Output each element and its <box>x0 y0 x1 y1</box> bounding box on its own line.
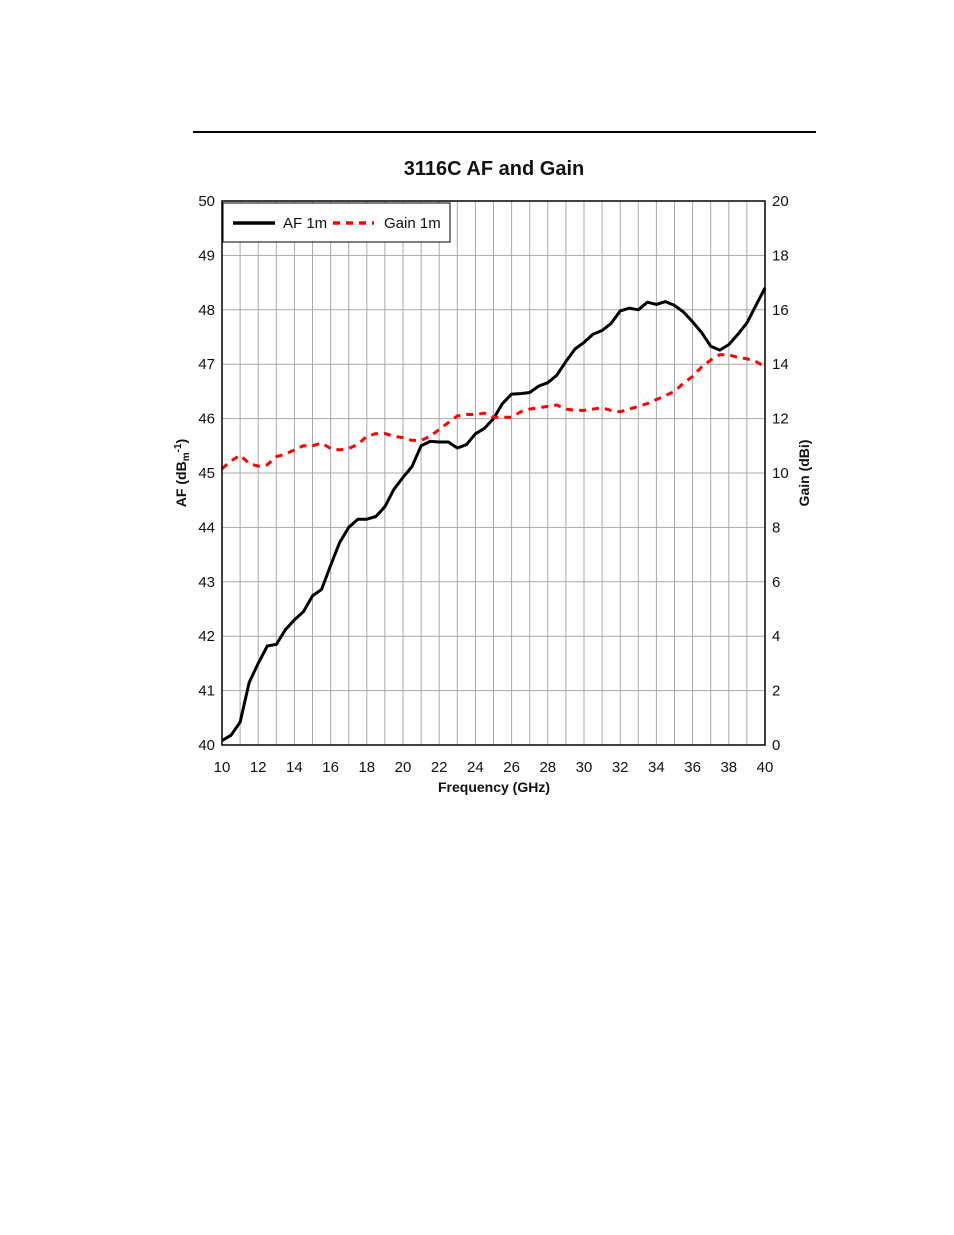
header-rule <box>193 131 816 133</box>
y-left-label-main: AF (dB <box>173 461 189 507</box>
y-right-tick-label: 6 <box>772 574 780 591</box>
y-left-tick-labels: 40 41 42 43 44 45 46 47 48 49 50 <box>198 193 215 754</box>
legend: AF 1m Gain 1m <box>222 202 451 243</box>
x-tick-label: 10 <box>214 759 231 776</box>
legend-label-af: AF 1m <box>283 215 327 232</box>
y-right-tick-label: 14 <box>772 356 789 373</box>
y-left-tick-label: 50 <box>198 193 215 210</box>
y-right-tick-label: 8 <box>772 519 780 536</box>
y-left-tick-label: 47 <box>198 356 215 373</box>
series-line-gain <box>221 353 766 471</box>
chart-title: 3116C AF and Gain <box>404 158 584 180</box>
chart-grid <box>222 201 765 745</box>
x-tick-label: 32 <box>612 759 629 776</box>
x-axis-label: Frequency (GHz) <box>438 779 550 795</box>
x-tick-label: 12 <box>250 759 267 776</box>
y-left-tick-label: 49 <box>198 247 215 264</box>
y-right-tick-labels: 0 2 4 6 8 10 12 14 16 18 20 <box>772 193 789 754</box>
y-left-tick-label: 44 <box>198 519 215 536</box>
x-tick-label: 40 <box>757 759 774 776</box>
y-right-tick-label: 10 <box>772 465 789 482</box>
legend-label-gain: Gain 1m <box>384 215 441 232</box>
y-left-label-sub: m <box>181 452 192 461</box>
y-right-tick-label: 0 <box>772 737 780 754</box>
x-tick-label: 30 <box>576 759 593 776</box>
x-tick-label: 20 <box>395 759 412 776</box>
y-left-tick-label: 46 <box>198 411 215 428</box>
y-right-tick-label: 2 <box>772 683 780 700</box>
y-left-tick-label: 45 <box>198 465 215 482</box>
y-left-label-sup: -1 <box>173 443 184 452</box>
series-layer <box>221 287 767 742</box>
x-tick-label: 36 <box>684 759 701 776</box>
x-tick-label: 38 <box>720 759 737 776</box>
y-left-tick-label: 43 <box>198 574 215 591</box>
y-right-tick-label: 4 <box>772 628 780 645</box>
x-tick-labels: 10 12 14 16 18 20 22 24 26 28 30 32 34 36 38 40 <box>214 759 774 776</box>
x-tick-label: 22 <box>431 759 448 776</box>
y-right-axis-label: Gain (dBi) <box>796 440 812 507</box>
y-left-tick-label: 40 <box>198 737 215 754</box>
y-right-tick-label: 12 <box>772 411 789 428</box>
y-left-tick-label: 41 <box>198 683 215 700</box>
y-left-tick-label: 42 <box>198 628 215 645</box>
x-tick-label: 28 <box>539 759 556 776</box>
y-right-tick-label: 20 <box>772 193 789 210</box>
x-tick-label: 26 <box>503 759 520 776</box>
plot-frame <box>221 200 766 746</box>
x-tick-label: 34 <box>648 759 665 776</box>
x-tick-label: 18 <box>358 759 375 776</box>
x-tick-label: 16 <box>322 759 339 776</box>
x-tick-label: 14 <box>286 759 303 776</box>
x-tick-label: 24 <box>467 759 484 776</box>
y-left-label-close: ) <box>173 439 189 444</box>
y-right-tick-label: 18 <box>772 247 789 264</box>
y-left-tick-label: 48 <box>198 302 215 319</box>
y-right-tick-label: 16 <box>772 302 789 319</box>
y-left-axis-label: AF (dBm-1) <box>173 439 192 507</box>
